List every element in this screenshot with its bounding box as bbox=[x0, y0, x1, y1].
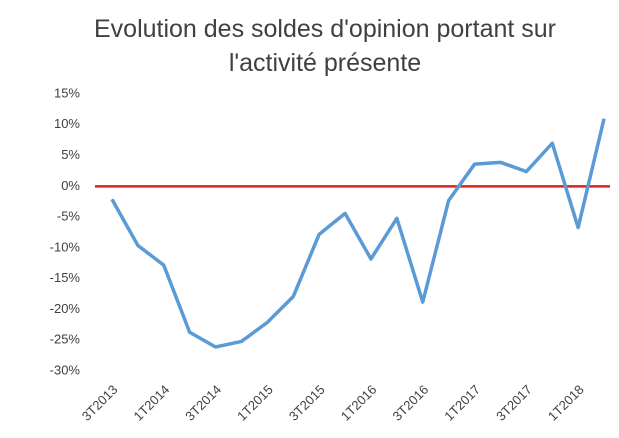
data-line bbox=[110, 118, 606, 349]
x-tick-label: 1T2017 bbox=[441, 382, 483, 424]
y-tick-label: -15% bbox=[50, 270, 81, 285]
x-tick-label: 1T2018 bbox=[545, 382, 587, 424]
y-tick-label: 5% bbox=[61, 147, 80, 162]
y-tick-label: -5% bbox=[57, 209, 81, 224]
x-tick-label: 3T2017 bbox=[493, 382, 535, 424]
x-tick-label: 3T2013 bbox=[79, 382, 121, 424]
y-tick-label: 10% bbox=[54, 116, 80, 131]
x-tick-label: 3T2016 bbox=[390, 382, 432, 424]
y-tick-label: 15% bbox=[54, 85, 80, 100]
x-tick-label: 1T2014 bbox=[131, 382, 173, 424]
x-tick-label: 1T2015 bbox=[234, 382, 276, 424]
y-tick-label: -10% bbox=[50, 239, 81, 254]
x-tick-label: 3T2014 bbox=[182, 382, 224, 424]
x-tick-label: 1T2016 bbox=[338, 382, 380, 424]
y-tick-label: -25% bbox=[50, 332, 81, 347]
x-tick-label: 3T2015 bbox=[286, 382, 328, 424]
chart-title: Evolution des soldes d'opinion portant s… bbox=[93, 15, 556, 77]
y-tick-label: -20% bbox=[50, 301, 81, 316]
y-tick-label: -30% bbox=[50, 362, 81, 377]
y-tick-label: 0% bbox=[61, 178, 80, 193]
